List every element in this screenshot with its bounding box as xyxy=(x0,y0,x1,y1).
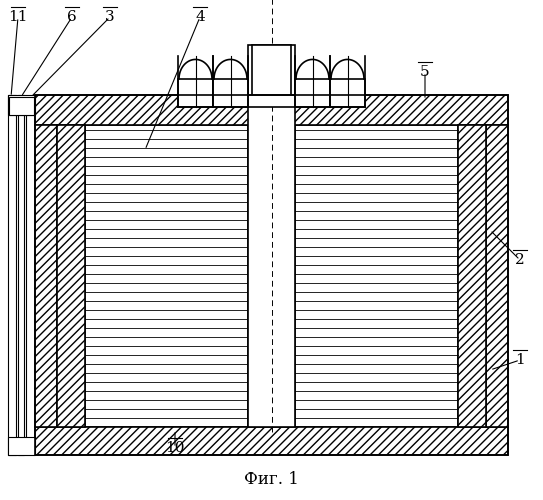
Bar xyxy=(458,125,486,427)
Bar xyxy=(9,97,34,115)
Bar xyxy=(35,95,508,125)
Bar xyxy=(295,125,458,427)
Bar xyxy=(178,79,213,107)
Bar xyxy=(35,125,57,427)
Bar xyxy=(35,95,508,125)
Text: 5: 5 xyxy=(420,65,430,79)
Bar xyxy=(213,79,248,107)
Bar xyxy=(35,427,508,455)
Bar xyxy=(486,125,508,427)
Bar xyxy=(246,95,297,107)
Text: 11: 11 xyxy=(8,10,28,24)
Bar xyxy=(295,79,330,107)
Text: 10: 10 xyxy=(165,441,185,455)
Bar xyxy=(35,427,508,455)
Text: 4: 4 xyxy=(195,10,205,24)
Bar xyxy=(18,95,24,455)
Text: Фиг. 1: Фиг. 1 xyxy=(244,472,299,488)
Text: 3: 3 xyxy=(105,10,115,24)
Bar xyxy=(35,125,57,427)
Bar xyxy=(8,95,16,455)
Text: 2: 2 xyxy=(515,253,525,267)
Bar xyxy=(8,437,35,455)
Bar xyxy=(26,100,35,450)
Bar xyxy=(252,45,291,100)
Bar xyxy=(330,79,365,107)
Bar xyxy=(57,125,85,427)
Bar xyxy=(57,125,85,427)
Bar xyxy=(35,95,508,455)
Bar xyxy=(248,45,295,427)
Bar xyxy=(486,125,508,427)
Bar xyxy=(85,125,248,427)
Text: 1: 1 xyxy=(515,353,525,367)
Bar xyxy=(458,125,486,427)
Bar xyxy=(8,95,35,115)
Text: 6: 6 xyxy=(67,10,77,24)
